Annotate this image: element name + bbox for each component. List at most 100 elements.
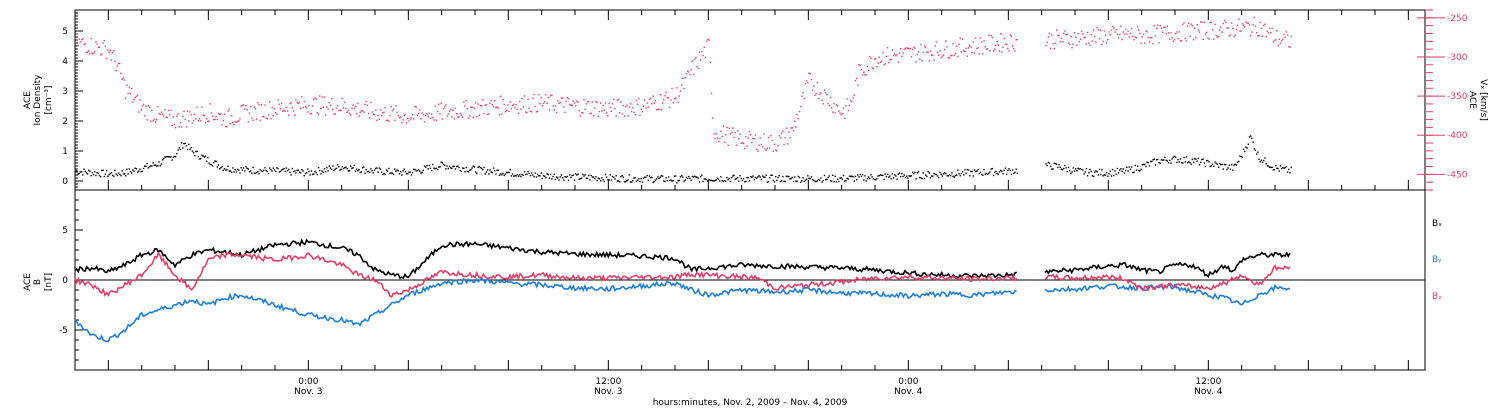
top-data-point [1104, 174, 1107, 176]
top-data-point [828, 175, 830, 177]
top-data-point [347, 170, 350, 172]
bottom-ylabel-2: B [33, 279, 43, 285]
top-data-point [269, 167, 271, 169]
top-data-point [286, 170, 289, 172]
top-left-tick-label: 5 [62, 27, 68, 37]
top-data-point [115, 69, 117, 72]
top-left-tick-label: 3 [62, 87, 68, 97]
top-data-point [200, 120, 202, 122]
top-data-point [254, 172, 257, 175]
top-data-point [436, 110, 439, 113]
top-data-point [386, 119, 389, 121]
top-data-point [769, 147, 771, 149]
top-data-point [748, 130, 751, 133]
top-data-point [753, 138, 755, 140]
top-data-point [823, 174, 826, 177]
top-data-point [457, 165, 459, 167]
top-data-point [807, 175, 809, 177]
top-data-point [1177, 158, 1179, 161]
top-data-point [1279, 165, 1282, 167]
top-data-point [909, 175, 911, 177]
top-data-point [1223, 163, 1226, 166]
top-data-point [1216, 163, 1219, 165]
top-data-point [598, 178, 601, 180]
top-data-point [589, 113, 591, 115]
top-data-point [1210, 21, 1213, 23]
top-data-point [905, 47, 908, 49]
top-data-point [570, 176, 572, 179]
top-data-point [697, 67, 700, 70]
top-data-point [279, 108, 282, 110]
top-data-point [485, 171, 488, 173]
top-data-point [663, 180, 665, 182]
top-data-point [777, 145, 779, 147]
top-data-point [676, 182, 678, 184]
top-data-point [352, 167, 354, 169]
top-data-point [1075, 168, 1077, 170]
top-data-point [736, 130, 739, 132]
top-data-point [388, 120, 390, 122]
top-data-point [522, 106, 525, 108]
top-data-point [1219, 162, 1221, 165]
top-data-point [446, 115, 448, 117]
top-data-point [319, 169, 321, 172]
top-data-point [276, 167, 278, 169]
top-data-point [269, 101, 271, 103]
top-data-point [1215, 34, 1217, 37]
top-data-point [351, 107, 353, 109]
top-data-point [1061, 168, 1064, 171]
top-data-point [1122, 168, 1125, 170]
top-data-point [1163, 26, 1165, 29]
top-data-point [227, 110, 229, 112]
top-data-point [308, 104, 310, 107]
top-data-point [203, 114, 205, 117]
top-data-point [1195, 36, 1197, 39]
top-data-point [615, 115, 617, 117]
top-data-point [442, 163, 445, 166]
top-data-point [1282, 38, 1284, 40]
top-right-tick-label: -250 [1447, 14, 1468, 24]
top-data-point [548, 177, 551, 179]
top-data-point [978, 53, 980, 55]
top-data-point [464, 171, 466, 173]
top-data-point [604, 102, 607, 104]
top-data-point [541, 104, 544, 107]
top-data-point [1186, 25, 1189, 27]
top-data-point [403, 114, 405, 117]
top-data-point [727, 144, 729, 147]
top-data-point [1010, 35, 1013, 38]
top-data-point [903, 174, 905, 176]
top-data-point [496, 106, 498, 108]
top-data-point [430, 113, 433, 115]
top-data-point [959, 175, 961, 177]
top-data-point [990, 34, 992, 37]
top-data-point [808, 177, 810, 180]
top-data-point [797, 117, 800, 120]
top-data-point [1123, 33, 1126, 35]
top-data-point [478, 114, 480, 116]
top-data-point [133, 170, 135, 172]
top-data-point [1160, 27, 1163, 29]
top-data-point [136, 94, 139, 96]
top-data-point [1103, 174, 1105, 176]
top-data-point [610, 179, 613, 181]
top-data-point [504, 111, 507, 113]
top-data-point [1126, 166, 1128, 169]
top-data-point [1157, 24, 1159, 26]
top-data-point [1114, 170, 1116, 172]
top-data-point [1208, 161, 1210, 163]
top-data-point [655, 178, 658, 180]
x-date-label: Nov. 4 [894, 387, 923, 397]
top-data-point [861, 74, 864, 76]
top-data-point [797, 175, 800, 178]
top-data-point [186, 110, 189, 112]
top-data-point [650, 97, 652, 100]
top-data-point [1051, 34, 1053, 36]
top-data-point [1066, 33, 1069, 35]
top-data-point [134, 167, 136, 169]
bottom-tick-label: 0 [62, 276, 68, 286]
top-data-point [90, 174, 92, 177]
top-data-point [391, 172, 394, 174]
top-data-point [233, 123, 235, 126]
top-data-point [528, 172, 530, 174]
